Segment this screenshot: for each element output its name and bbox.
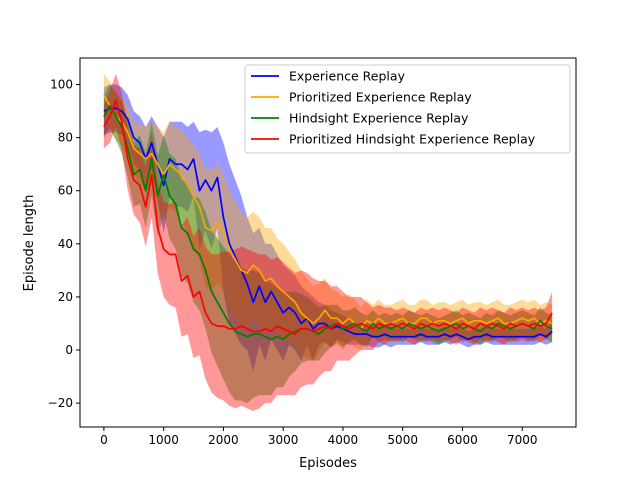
- x-tick-label: 6000: [447, 433, 478, 447]
- y-tick-label: 100: [50, 78, 73, 92]
- legend-label: Hindsight Experience Replay: [289, 111, 469, 126]
- plot-frame: [79, 57, 577, 428]
- x-tick-label: 3000: [268, 433, 299, 447]
- series-lines: [103, 94, 553, 341]
- x-tick-label: 7000: [507, 433, 538, 447]
- band-series-2: [103, 73, 553, 361]
- x-tick-label: 5000: [387, 433, 418, 447]
- y-tick-label: 80: [58, 131, 73, 145]
- line-series-2: [103, 94, 553, 330]
- y-tick-label: −20: [48, 396, 73, 410]
- legend: Experience Replay Prioritized Experience …: [244, 64, 571, 154]
- line-series-1: [103, 107, 553, 341]
- x-tick-label: 4000: [328, 433, 359, 447]
- legend-label: Prioritized Hindsight Experience Replay: [289, 132, 536, 147]
- y-tick-label: 20: [58, 290, 73, 304]
- legend-label: Prioritized Experience Replay: [289, 90, 472, 105]
- x-axis-label: Episodes: [299, 456, 357, 471]
- x-axis-ticks: 0 1000 2000 3000 4000 5000 6000 7000: [100, 427, 537, 447]
- legend-label: Experience Replay: [289, 69, 406, 84]
- band-series-4: [103, 73, 553, 412]
- x-tick-label: 1000: [148, 433, 179, 447]
- y-tick-label: 40: [58, 237, 73, 251]
- y-axis-label: Episode length: [22, 195, 37, 292]
- band-series-1: [103, 84, 553, 372]
- y-tick-label: 0: [65, 343, 73, 357]
- band-series-3: [103, 84, 553, 404]
- x-tick-label: 0: [100, 433, 108, 447]
- y-axis-ticks: −20 0 20 40 60 80 100: [48, 78, 80, 410]
- legend-box: [244, 64, 571, 154]
- x-tick-label: 2000: [208, 433, 239, 447]
- y-tick-label: 60: [58, 184, 73, 198]
- confidence-bands: [103, 73, 553, 412]
- line-series-4: [103, 99, 553, 335]
